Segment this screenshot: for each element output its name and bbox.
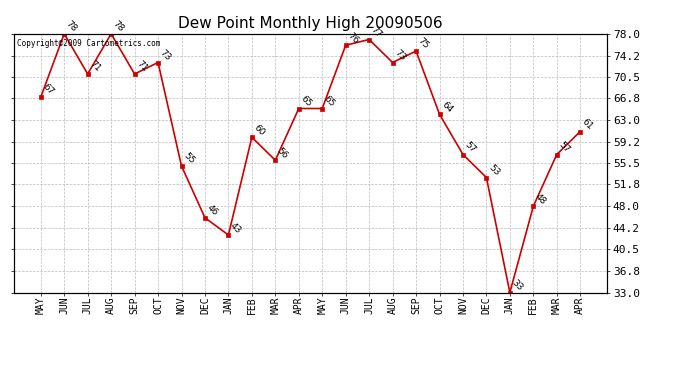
- Text: 56: 56: [275, 146, 290, 160]
- Text: 71: 71: [135, 60, 149, 74]
- Text: 43: 43: [228, 220, 243, 235]
- Text: Copyright©2009 Cartometrics.com: Copyright©2009 Cartometrics.com: [17, 39, 160, 48]
- Text: 78: 78: [111, 19, 126, 34]
- Text: 46: 46: [205, 203, 219, 218]
- Text: 71: 71: [88, 60, 102, 74]
- Text: 33: 33: [510, 278, 524, 292]
- Text: 73: 73: [393, 48, 407, 63]
- Text: 61: 61: [580, 117, 595, 132]
- Text: 60: 60: [252, 123, 266, 137]
- Text: 55: 55: [181, 152, 196, 166]
- Text: 76: 76: [346, 31, 360, 45]
- Text: 57: 57: [463, 140, 477, 154]
- Title: Dew Point Monthly High 20090506: Dew Point Monthly High 20090506: [178, 16, 443, 31]
- Text: 64: 64: [440, 100, 454, 114]
- Text: 53: 53: [486, 163, 501, 177]
- Text: 75: 75: [416, 36, 431, 51]
- Text: 48: 48: [533, 192, 548, 206]
- Text: 65: 65: [299, 94, 313, 108]
- Text: 57: 57: [557, 140, 571, 154]
- Text: 67: 67: [41, 82, 55, 97]
- Text: 78: 78: [64, 19, 79, 34]
- Text: 73: 73: [158, 48, 172, 63]
- Text: 65: 65: [322, 94, 337, 108]
- Text: 77: 77: [369, 25, 384, 39]
